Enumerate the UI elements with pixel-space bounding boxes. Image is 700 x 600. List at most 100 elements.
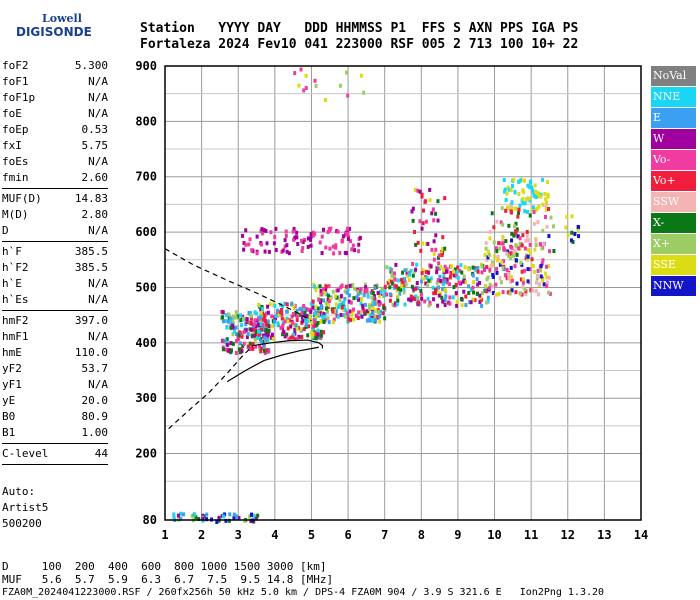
echo-point [248,237,252,242]
echo-point [416,240,420,245]
param-row: foEs N/A [2,154,108,170]
echo-point [523,268,527,273]
echo-point [327,284,331,289]
echo-point [416,188,420,193]
echo-point [255,311,259,316]
echo-point [285,243,289,248]
echo-point [259,349,263,354]
echo-point [350,313,354,318]
echo-point [414,267,418,272]
echo-point [249,321,253,326]
echo-point [243,518,247,523]
echo-point [281,332,285,337]
echo-point [242,241,246,246]
echo-point [258,346,262,351]
echo-point [417,300,421,305]
echo-point [327,299,331,304]
echo-point [391,303,395,308]
echo-point [496,292,500,297]
echo-point [263,313,267,318]
echo-point [348,293,352,298]
echo-point [441,268,445,273]
echo-point [514,258,518,263]
param-separator [2,188,108,189]
echo-point [466,267,470,272]
echo-point [543,191,547,196]
echo-point [529,288,533,293]
echo-point [490,260,494,265]
echo-point [381,311,385,316]
echo-point [505,267,509,272]
echo-point [328,296,332,301]
echo-point [352,317,356,322]
echo-point [394,284,398,289]
echo-point [497,241,501,246]
echo-point [551,224,555,229]
echo-point [440,286,444,291]
param-row: hmF2 397.0 [2,313,108,329]
param-name: fmin [2,171,29,184]
echo-point [512,233,516,238]
echo-point [388,278,392,283]
echo-point [539,194,543,199]
echo-point [432,257,436,262]
echo-point [336,229,340,234]
echo-point [240,334,244,339]
echo-point [318,240,322,245]
echo-point [540,246,544,251]
y-tick-label: 300 [135,391,157,405]
echo-point [312,282,316,287]
x-tick-label: 1 [161,528,168,542]
auto-line1: Auto: [2,485,36,498]
echo-point [201,516,205,521]
echo-point [342,234,346,239]
echo-point [507,223,511,228]
echo-point [485,257,489,262]
echo-point [486,255,490,260]
echo-point [301,246,305,251]
echo-point [429,276,433,281]
param-row: M(D) 2.80 [2,207,108,223]
echo-point [257,332,261,337]
echo-point [373,294,377,299]
echo-point [292,237,296,242]
echo-point [179,516,183,521]
echo-point [523,287,527,292]
echo-point [295,318,299,323]
echo-point [236,314,240,319]
echo-point [511,251,515,256]
echo-point [456,265,460,270]
echo-point [234,350,238,355]
echo-point [391,281,395,286]
echo-point [515,227,519,232]
echo-point [510,184,514,189]
echo-point [509,209,513,214]
echo-point [292,226,296,231]
echo-point [488,267,492,272]
echo-point [339,294,343,299]
echo-point [428,279,432,284]
echo-point [342,305,346,310]
echo-point [326,310,330,315]
echo-point [320,251,324,256]
auto-line2: Artist5 [2,501,49,514]
echo-point [274,313,278,318]
echo-point [376,315,380,320]
echo-point [221,310,225,315]
echo-point [393,277,397,282]
echo-point [295,314,299,319]
echo-point [314,83,318,88]
echo-point [532,221,536,226]
echo-point [255,318,259,323]
echo-point [346,315,350,320]
echo-point [321,227,325,232]
echo-point [230,317,234,322]
echo-point [506,290,510,295]
echo-point [300,311,304,316]
echo-point [243,316,247,321]
distance-row: D 100 200 400 600 800 1000 1500 3000 [km… [2,560,327,573]
echo-point [227,348,231,353]
echo-point [411,206,415,211]
echo-point [370,295,374,300]
echo-point [304,325,308,330]
